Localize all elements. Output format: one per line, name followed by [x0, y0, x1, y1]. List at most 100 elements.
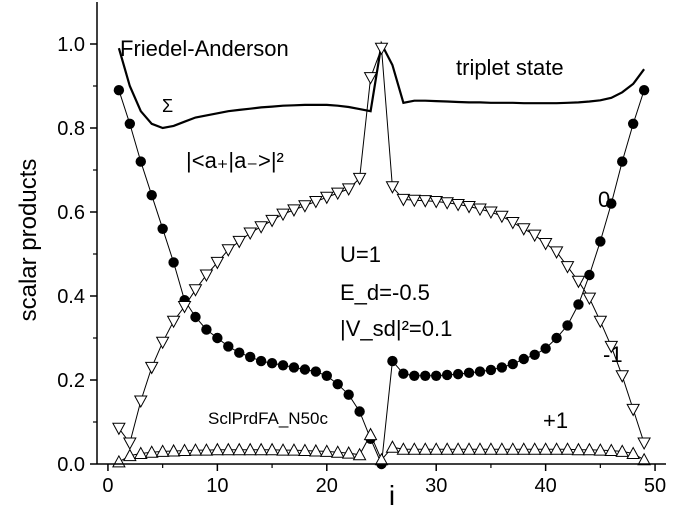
x-axis-label: i: [389, 480, 395, 509]
data-point: [584, 269, 595, 281]
y-tick-label: 0.8: [57, 118, 85, 140]
data-point: [527, 229, 542, 243]
data-point: [606, 198, 617, 209]
data-point: [451, 442, 465, 455]
data-point: [418, 442, 433, 455]
data-point: [319, 191, 334, 205]
data-point: [429, 442, 444, 455]
data-point: [276, 208, 290, 222]
data-point: [626, 446, 641, 459]
annotation-param-u: U=1: [340, 242, 381, 267]
data-point: [516, 442, 531, 455]
data-point: [112, 422, 126, 436]
data-point: [474, 366, 486, 377]
data-point: [276, 443, 290, 456]
series-line: [118, 48, 645, 445]
data-point: [221, 244, 236, 257]
data-point: [551, 332, 562, 344]
data-point: [243, 227, 258, 241]
data-point: [518, 353, 529, 365]
data-point: [354, 406, 365, 417]
data-point: [573, 299, 584, 310]
data-point: [341, 183, 356, 196]
data-point: [420, 370, 431, 381]
data-point: [254, 442, 268, 456]
data-point: [615, 370, 630, 383]
y-tick-label: 0.6: [57, 202, 85, 224]
data-point: [298, 443, 312, 457]
data-point: [144, 361, 159, 375]
data-point: [549, 442, 564, 455]
annotation-file: SclPrdFA_N50c: [208, 409, 328, 428]
data-point: [615, 444, 630, 457]
data-point: [593, 443, 608, 456]
data-point: [462, 201, 476, 214]
data-point: [124, 118, 136, 129]
data-point: [168, 257, 179, 268]
axes: [96, 2, 666, 465]
data-point: [538, 238, 553, 251]
data-point: [562, 320, 573, 331]
data-point: [155, 336, 170, 350]
data-point: [234, 347, 245, 358]
data-point: [363, 72, 378, 85]
data-point: [604, 443, 619, 457]
data-point: [135, 156, 146, 167]
data-point: [232, 235, 247, 249]
data-point: [332, 379, 343, 390]
x-tick-label: 0: [102, 475, 113, 497]
data-point: [321, 370, 332, 381]
data-point: [155, 444, 170, 457]
data-point: [166, 315, 181, 329]
data-point: [485, 364, 497, 376]
data-point: [385, 440, 400, 453]
data-point: [319, 444, 334, 457]
annotation-sigma: Σ: [162, 96, 173, 116]
data-point: [352, 447, 367, 461]
data-point: [582, 442, 597, 456]
y-tick-label: 0.0: [57, 454, 85, 476]
data-point: [484, 442, 498, 455]
data-point: [407, 194, 422, 208]
data-point: [363, 427, 378, 441]
plot-area: [112, 40, 651, 470]
data-point: [507, 358, 519, 370]
data-point: [429, 196, 444, 209]
data-point: [582, 292, 597, 306]
data-point: [122, 448, 137, 462]
data-point: [409, 370, 420, 381]
data-point: [210, 256, 225, 270]
data-point: [505, 442, 520, 455]
data-point: [265, 442, 279, 456]
data-point: [299, 364, 311, 375]
data-point: [638, 85, 650, 96]
data-point: [330, 187, 345, 201]
data-point: [387, 355, 398, 367]
data-point: [440, 197, 454, 210]
data-point: [113, 85, 125, 96]
y-tick-label: 1.0: [57, 34, 85, 56]
data-point: [341, 446, 356, 459]
data-point: [201, 324, 212, 335]
data-point: [188, 443, 203, 456]
data-point: [496, 362, 508, 373]
data-point: [309, 196, 323, 209]
data-point: [265, 214, 279, 228]
data-point: [223, 341, 234, 352]
annotation-plus-one: +1: [543, 408, 568, 433]
annotation-overlap: |<a₊|a₋>|²: [186, 148, 284, 173]
data-point: [396, 442, 411, 455]
annotation-param-vsd: |V_sd|²=0.1: [340, 316, 452, 341]
data-point: [516, 223, 531, 236]
data-point: [133, 395, 148, 409]
annotation-minus-one: -1: [603, 342, 623, 367]
data-point: [451, 198, 465, 212]
data-point: [560, 442, 575, 455]
ticks: 0 10 20 30 40 50 0.0 0.2 0.4 0.6 0.8 1.0: [57, 34, 666, 497]
data-point: [146, 190, 157, 201]
annotation-param-ed: E_d=-0.5: [340, 280, 430, 305]
data-point: [188, 284, 203, 297]
data-point: [396, 193, 411, 207]
data-point: [463, 367, 475, 379]
data-point: [407, 442, 422, 455]
